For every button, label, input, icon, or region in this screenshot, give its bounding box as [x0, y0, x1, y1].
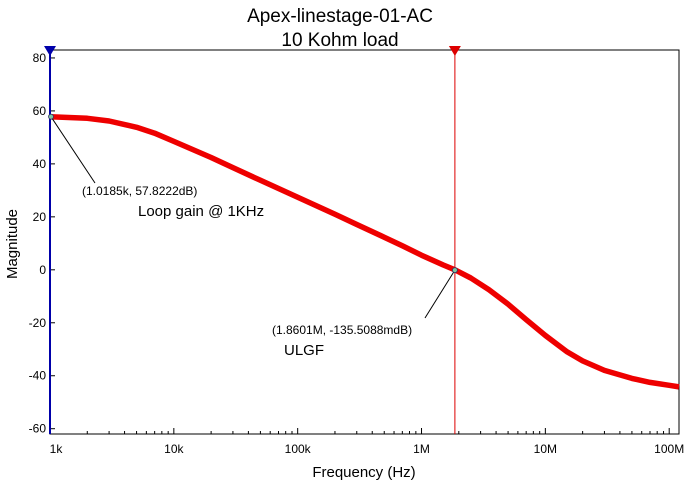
x-tick-label: 1k	[50, 442, 64, 456]
y-tick-label: 80	[33, 51, 47, 65]
x-axis-label: Frequency (Hz)	[312, 464, 415, 481]
y-tick-label: 0	[39, 263, 46, 277]
annotation-point	[48, 113, 54, 120]
y-tick-label: -60	[29, 422, 47, 436]
x-axis-ticks: 1k 10k 100k 1M 10M 100M	[49, 428, 684, 456]
x-tick-label: 100k	[285, 442, 312, 456]
x-tick-label: 10k	[164, 442, 184, 456]
annotation-coords: (1.0185k, 57.8222dB)	[82, 184, 197, 198]
annotation-note: Loop gain @ 1KHz	[138, 203, 264, 220]
series-layer	[49, 113, 680, 390]
y-axis-ticks: 80 60 40 20 0 -20 -40 -60	[29, 51, 55, 436]
annotation-coords: (1.8601M, -135.5088mdB)	[272, 323, 412, 337]
cursor-marker	[448, 46, 461, 56]
y-tick-label: -20	[29, 316, 47, 330]
x-tick-label: 100M	[654, 442, 684, 456]
magnitude-series-line	[49, 113, 680, 390]
annotation-note: ULGF	[284, 342, 324, 359]
chart-subtitle: 10 Kohm load	[281, 30, 398, 51]
y-tick-label: -40	[29, 369, 47, 383]
annotation-point	[451, 267, 458, 274]
y-axis-label: Magnitude	[4, 209, 21, 279]
x-tick-label: 10M	[534, 442, 557, 456]
annotations: (1.0185k, 57.8222dB) Loop gain @ 1KHz (1.8…	[48, 113, 458, 359]
plot-frame	[49, 49, 680, 435]
y-tick-label: 20	[33, 210, 47, 224]
y-tick-label: 40	[33, 157, 47, 171]
cursor-marker	[44, 46, 56, 56]
cursors	[44, 46, 461, 434]
x-tick-label: 1M	[413, 442, 430, 456]
chart-title: Apex-linestage-01-AC	[247, 6, 433, 27]
annotation-leader	[50, 116, 96, 184]
annotation-leader	[424, 269, 456, 319]
y-tick-label: 60	[33, 104, 47, 118]
